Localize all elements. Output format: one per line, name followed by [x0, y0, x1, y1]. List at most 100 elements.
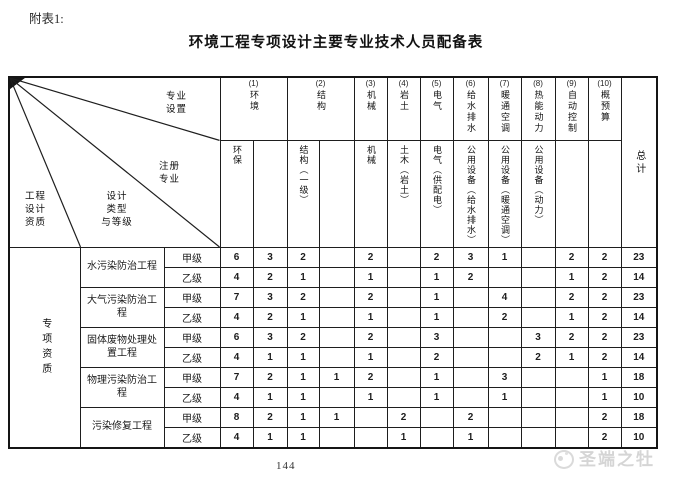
row-total-cell: 10 — [620, 387, 658, 408]
value-cell: 2 — [452, 407, 489, 428]
value-cell — [419, 407, 454, 428]
table-row: 乙级 4 2 1 1 1 2 1 2 14 — [9, 267, 658, 288]
value-cell — [386, 247, 421, 268]
value-cell: 1 — [554, 347, 589, 368]
specialty-col-name: 给水排水 — [466, 89, 476, 134]
header-row-registered: 环保 结构（一级） 机械 土木（岩土） 电气（供配电） 公用设备（给水排水） 公用设备（暖通… — [9, 140, 657, 248]
value-cell: 4 — [219, 427, 254, 449]
value-cell: 1 — [386, 427, 421, 449]
value-cell — [520, 407, 556, 428]
value-cell — [487, 427, 522, 449]
table-row: 乙级 4 1 1 1 1 2 10 — [9, 427, 658, 449]
value-cell: 2 — [252, 267, 288, 288]
value-cell: 1 — [452, 427, 489, 449]
value-cell: 8 — [219, 407, 254, 428]
value-cell — [520, 247, 556, 268]
registered-col-header-1: 环保 — [219, 140, 254, 248]
value-cell: 4 — [219, 347, 254, 368]
value-cell — [318, 327, 355, 348]
value-cell — [487, 327, 522, 348]
value-cell: 2 — [419, 247, 454, 268]
value-cell: 6 — [219, 247, 254, 268]
value-cell: 2 — [353, 327, 388, 348]
value-cell: 2 — [353, 367, 388, 388]
value-cell: 3 — [487, 367, 522, 388]
value-cell — [554, 427, 589, 449]
value-cell: 2 — [587, 247, 622, 268]
specialty-col-number: (6) — [465, 79, 476, 88]
corner-header-cell: 专业 设置 注册 专业 设计 类型 与等级 工程 设计 资质 — [8, 76, 221, 248]
value-cell — [452, 387, 489, 408]
row-total-cell: 23 — [620, 247, 658, 268]
value-cell — [520, 287, 556, 308]
registered-col-header-4 — [318, 140, 355, 248]
value-cell: 1 — [419, 367, 454, 388]
value-cell: 1 — [419, 287, 454, 308]
registered-col-name: 环保 — [232, 145, 242, 165]
specialty-col-number: (5) — [431, 79, 442, 88]
value-cell — [386, 267, 421, 288]
value-cell: 3 — [252, 247, 288, 268]
value-cell: 2 — [252, 367, 288, 388]
qualification-cell: 专项资质 — [8, 247, 81, 449]
value-cell: 3 — [520, 327, 556, 348]
value-cell: 1 — [353, 347, 388, 368]
value-cell — [386, 287, 421, 308]
grade-cell: 甲级 — [163, 287, 221, 308]
value-cell: 1 — [487, 387, 522, 408]
value-cell: 2 — [554, 327, 589, 348]
value-cell — [318, 247, 355, 268]
grade-cell: 甲级 — [163, 407, 221, 428]
registered-col-header-11 — [554, 140, 589, 248]
specialty-col-name: 热能动力 — [533, 89, 544, 134]
registered-col-header-9: 公用设备（暖通空调） — [487, 140, 522, 248]
specialty-col-name: 机械 — [366, 89, 376, 112]
watermark-logo-icon — [551, 448, 574, 469]
grade-cell: 甲级 — [163, 247, 221, 268]
row-total-cell: 14 — [620, 347, 658, 368]
value-cell — [419, 427, 454, 449]
value-cell: 4 — [219, 267, 254, 288]
value-cell: 1 — [353, 387, 388, 408]
value-cell — [386, 327, 421, 348]
registered-col-header-6: 土木（岩土） — [386, 140, 421, 248]
row-total-cell: 14 — [620, 267, 658, 288]
value-cell: 1 — [252, 387, 288, 408]
grade-cell: 乙级 — [163, 267, 221, 288]
value-cell — [452, 347, 489, 368]
table-head: 专业 设置 注册 专业 设计 类型 与等级 工程 设计 资质 (1) 环境 (2) 结构 (3)… — [8, 76, 658, 248]
value-cell: 2 — [587, 287, 622, 308]
engineering-type-cell: 大气污染防治工程 — [79, 287, 165, 328]
value-cell: 2 — [587, 407, 622, 428]
row-total-cell: 14 — [620, 307, 658, 328]
value-cell — [452, 287, 489, 308]
table-body: 专项资质 水污染防治工程 甲级 6 3 2 2 2 3 1 2 2 23 乙级 4 2 1 1 1 2 1 2 14 大气污染… — [8, 247, 658, 449]
value-cell: 1 — [353, 267, 388, 288]
value-cell: 1 — [252, 427, 288, 449]
value-cell: 1 — [286, 427, 320, 449]
value-cell: 4 — [487, 287, 522, 308]
value-cell: 7 — [219, 367, 254, 388]
specialty-col-number: (10) — [597, 79, 612, 88]
value-cell: 1 — [419, 387, 454, 408]
value-cell: 1 — [419, 267, 454, 288]
registered-col-name: 机械 — [366, 145, 376, 165]
value-cell: 1 — [286, 407, 320, 428]
value-cell: 3 — [452, 247, 489, 268]
specialty-col-header-7: (7) 暖通空调 — [487, 76, 522, 141]
value-cell — [487, 347, 522, 368]
table-row: 固体废物处理处置工程 甲级 6 3 2 2 3 3 2 2 23 — [9, 327, 658, 368]
registered-col-header-2 — [252, 140, 288, 248]
engineering-type-cell: 物理污染防治工程 — [79, 367, 165, 408]
value-cell: 2 — [452, 267, 489, 288]
engineering-type-cell: 污染修复工程 — [79, 407, 165, 449]
row-total-cell: 10 — [620, 427, 658, 449]
specialty-col-name: 暖通空调 — [500, 89, 510, 134]
grade-cell: 乙级 — [163, 387, 221, 408]
value-cell: 2 — [587, 307, 622, 328]
value-cell: 1 — [252, 347, 288, 368]
table-row: 专项资质 水污染防治工程 甲级 6 3 2 2 2 3 1 2 2 23 — [8, 247, 658, 449]
value-cell: 2 — [554, 287, 589, 308]
value-cell — [452, 307, 489, 328]
total-label: 总计 — [633, 149, 645, 176]
